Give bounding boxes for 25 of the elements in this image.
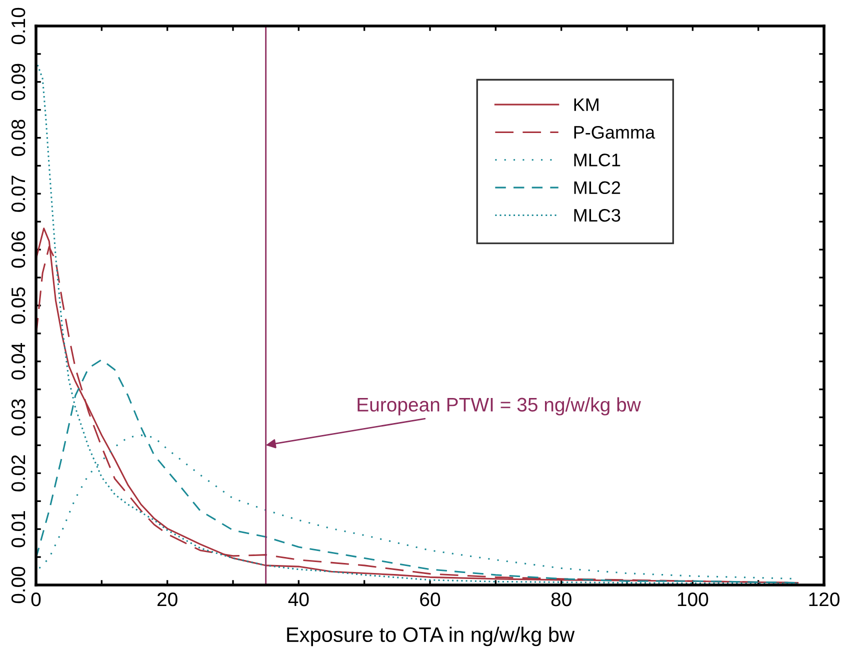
y-tick-label: 0.05 bbox=[11, 287, 26, 324]
x-tick-label: 80 bbox=[551, 592, 572, 606]
x-tick-label: 20 bbox=[158, 592, 178, 606]
annotation: European PTWI = 35 ng/w/kg bw bbox=[358, 397, 641, 416]
x-tick-label: 100 bbox=[678, 592, 708, 606]
y-tick-label: 0.00 bbox=[11, 566, 26, 604]
legend-label: MLC3 bbox=[574, 208, 620, 222]
y-tick-label: 0.10 bbox=[11, 8, 26, 44]
legend-label: P-Gamma bbox=[574, 126, 656, 139]
x-tick-label: 0 bbox=[31, 592, 41, 606]
legend-label: MLC1 bbox=[574, 154, 620, 166]
y-tick-label: 0.07 bbox=[11, 176, 26, 212]
y-tick-label: 0.08 bbox=[11, 120, 26, 156]
x-tick-label: 60 bbox=[420, 592, 440, 606]
x-tick-label: 40 bbox=[288, 592, 309, 606]
y-tick-label: 0.01 bbox=[11, 511, 26, 548]
y-tick-label: 0.02 bbox=[11, 455, 26, 492]
legend-label: MLC2 bbox=[574, 181, 620, 194]
x-axis-title: Exposure to OTA in ng/w/kg bw bbox=[287, 626, 575, 646]
legend-label: KM bbox=[574, 98, 598, 111]
x-tick-label: 120 bbox=[809, 592, 840, 606]
y-tick-label: 0.04 bbox=[11, 343, 26, 380]
y-tick-label: 0.09 bbox=[11, 64, 26, 100]
y-tick-label: 0.06 bbox=[11, 232, 26, 268]
y-tick-label: 0.03 bbox=[11, 399, 26, 436]
